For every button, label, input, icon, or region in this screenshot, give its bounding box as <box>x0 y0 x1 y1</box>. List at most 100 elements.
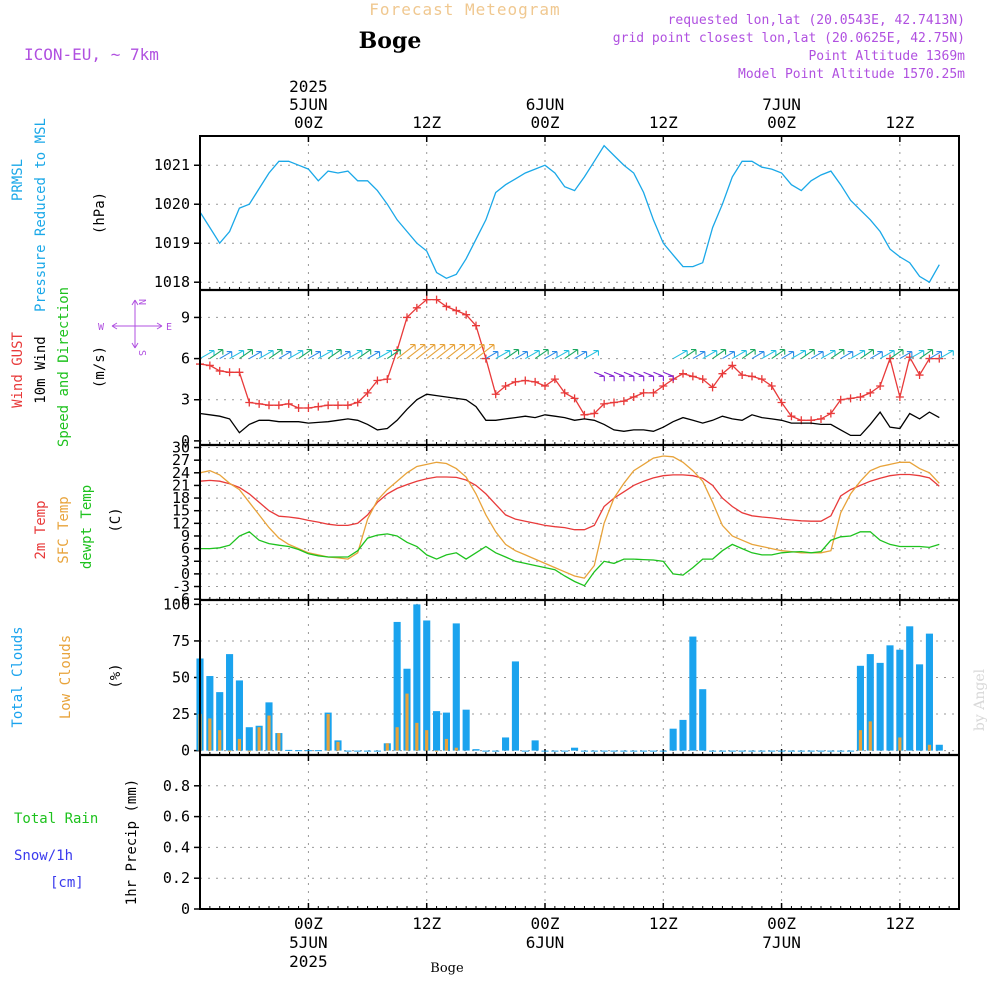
wind-direction-arrow <box>288 350 304 360</box>
total-cloud-bar <box>245 727 253 751</box>
point-altitude: Point Altitude 1369m <box>808 49 965 64</box>
total-cloud-bar <box>935 744 943 751</box>
ytick-label: 0 <box>181 432 190 450</box>
wind-direction-arrow <box>475 344 495 360</box>
total-cloud-bar <box>423 620 431 751</box>
total-cloud-bar <box>610 750 618 752</box>
gust-marker <box>501 382 510 391</box>
wind-direction-arrow <box>929 351 942 360</box>
total-cloud-bar <box>442 712 450 751</box>
low-cloud-bar <box>218 730 222 751</box>
wind-direction-arrow <box>820 350 836 360</box>
total-cloud-bar <box>886 645 894 751</box>
top-time-label: 7JUN <box>762 95 801 114</box>
low-cloud-bar <box>208 718 212 751</box>
total-cloud-bar <box>728 750 736 752</box>
ytick-label: 18 <box>172 489 190 507</box>
wind-direction-arrow <box>465 344 485 360</box>
wind-direction-arrow <box>377 350 392 360</box>
gust-marker <box>324 401 333 410</box>
wind-direction-arrow <box>722 351 735 360</box>
ytick-label: 0 <box>181 900 190 918</box>
total-cloud-bar <box>709 750 717 752</box>
total-cloud-bar <box>452 623 460 751</box>
total-cloud-bar <box>925 633 933 751</box>
low-cloud-bar <box>227 750 232 752</box>
wind-direction-arrow <box>426 344 446 360</box>
gust-marker <box>560 388 569 397</box>
ytick-label: 25 <box>172 705 190 723</box>
ytick-label: 3 <box>181 552 190 570</box>
ytick-label: 0.2 <box>163 869 190 887</box>
total-cloud-bar <box>866 654 874 751</box>
compass-arrows <box>111 299 163 349</box>
wind-direction-arrow <box>732 350 747 360</box>
wind-direction-arrow <box>761 350 777 360</box>
gust-marker <box>541 382 549 391</box>
gust-marker <box>856 392 865 401</box>
total-cloud-bar <box>393 621 401 751</box>
total-cloud-bar <box>600 750 608 752</box>
wind-direction-label: Speed and Direction <box>56 287 72 447</box>
wind-direction-arrow <box>544 351 558 360</box>
top-time-label: 12Z <box>885 113 914 132</box>
wind-direction-arrow <box>249 351 262 360</box>
gust-marker <box>462 310 471 319</box>
gust-marker <box>718 369 727 378</box>
wind-direction-arrow <box>209 349 224 360</box>
low-cloud-bar <box>434 750 439 752</box>
total-cloud-bar <box>373 750 381 752</box>
wind-direction-arrow <box>534 349 549 360</box>
total-clouds-label: Total Clouds <box>10 626 26 727</box>
total-cloud-bar <box>304 750 312 752</box>
plot-area: 10181019102010210369-6-30369121518212427… <box>154 77 960 971</box>
wind-direction-arrow <box>672 350 688 360</box>
total-cloud-bar <box>295 750 303 752</box>
wind-direction-arrow <box>455 344 475 360</box>
wind-direction-arrow <box>879 350 895 360</box>
gust-marker <box>511 377 520 386</box>
low-cloud-bar <box>898 737 902 751</box>
bottom-time-label: 6JUN <box>526 933 565 952</box>
total-cloud-bar <box>787 750 795 752</box>
wind-direction-arrow <box>258 350 274 360</box>
wind-direction-arrow <box>505 349 520 360</box>
wind-direction-arrow <box>318 350 333 360</box>
pressure-unit: (hPa) <box>92 192 108 234</box>
gust-marker <box>688 372 697 381</box>
total-cloud-bar <box>837 750 845 752</box>
gust-marker <box>846 394 855 403</box>
low-cloud-bar <box>405 693 409 751</box>
wind-direction-arrow <box>692 351 706 360</box>
compass-north: N <box>136 299 147 305</box>
ytick-label: -6 <box>172 590 190 608</box>
wind-direction-arrow <box>485 351 499 360</box>
gust-marker <box>777 398 786 407</box>
total-cloud-bar <box>216 692 224 751</box>
bottom-time-label: 12Z <box>885 914 914 933</box>
gust-marker <box>728 361 737 370</box>
wind-direction-arrow <box>633 371 645 382</box>
gust-marker <box>383 375 392 384</box>
top-time-label: 6JUN <box>526 95 565 114</box>
wind-direction-arrow <box>554 350 570 360</box>
ytick-label: 3 <box>181 391 190 409</box>
total-cloud-bar <box>413 604 421 751</box>
low-cloud-bar <box>927 744 932 751</box>
grid-point-coords: grid point closest lon,lat (20.0625E, 42… <box>613 31 965 46</box>
compass-west: W <box>98 322 105 333</box>
total-cloud-bar <box>689 636 697 751</box>
ytick-label: 1020 <box>154 195 190 213</box>
top-time-label: 00Z <box>767 113 796 132</box>
wind-direction-arrow <box>584 350 599 360</box>
wind-direction-arrow <box>594 371 605 382</box>
wind-direction-arrow <box>830 349 845 360</box>
ytick-label: 0 <box>181 742 190 760</box>
total-cloud-bar <box>856 665 864 751</box>
ytick-label: 9 <box>181 308 190 326</box>
product-title: Forecast Meteogram <box>369 0 560 19</box>
gust-marker <box>205 361 214 370</box>
series-2m-temp <box>199 473 940 531</box>
temp-unit: (C) <box>108 507 124 532</box>
low-cloud-bar <box>257 727 261 751</box>
